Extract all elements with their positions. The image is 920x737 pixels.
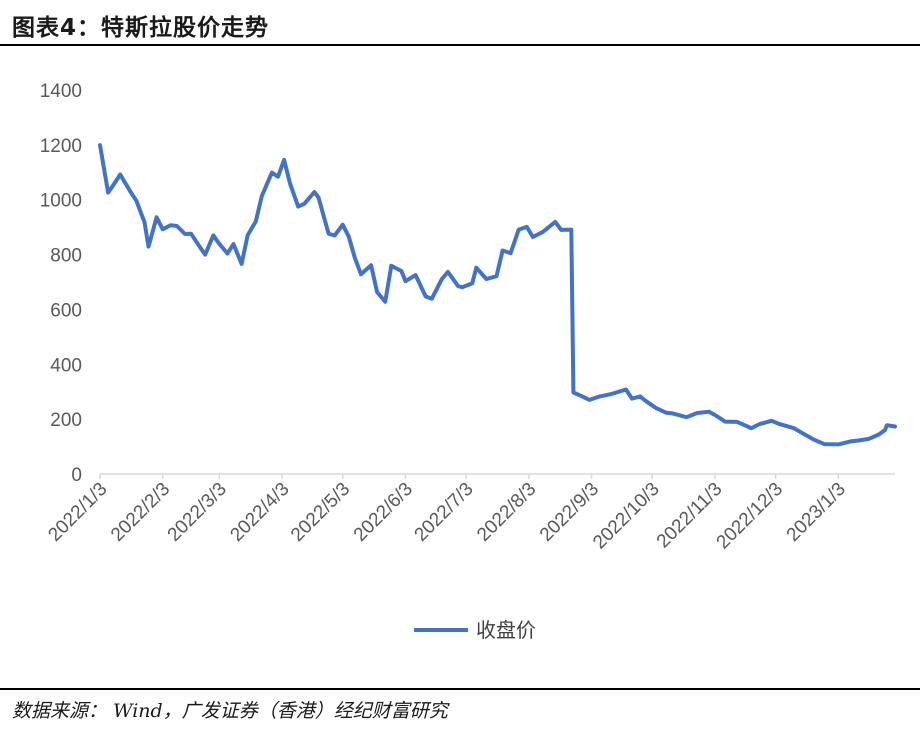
y-tick-label: 1000 bbox=[40, 191, 82, 212]
x-tick-label: 2022/1/3 bbox=[44, 479, 111, 546]
x-tick-label: 2022/4/3 bbox=[226, 479, 293, 546]
x-axis-ticks: 2022/1/32022/2/32022/3/32022/4/32022/5/3… bbox=[44, 474, 850, 553]
y-tick-label: 600 bbox=[50, 300, 82, 321]
source-note: 数据来源： Wind，广发证券（香港）经纪财富研究 bbox=[12, 700, 448, 722]
x-tick-label: 2022/10/3 bbox=[589, 479, 664, 554]
y-tick-label: 1400 bbox=[40, 81, 82, 102]
x-tick-label: 2022/5/3 bbox=[287, 479, 354, 546]
y-tick-label: 200 bbox=[50, 410, 82, 431]
page-title: 图表4：特斯拉股价走势 bbox=[12, 15, 270, 41]
x-tick-label: 2022/7/3 bbox=[411, 479, 478, 546]
price-line bbox=[98, 143, 897, 447]
footer-rule bbox=[0, 688, 920, 690]
line-chart: 0 200 400 600 800 1000 1200 1400 2022/1/32022/2… bbox=[40, 81, 897, 642]
y-tick-label: 800 bbox=[50, 246, 82, 267]
y-axis-ticks: 0 200 400 600 800 1000 1200 1400 bbox=[40, 81, 82, 486]
x-tick-label: 2022/12/3 bbox=[713, 479, 788, 554]
title-bar: 图表4：特斯拉股价走势 bbox=[0, 0, 920, 46]
x-tick-label: 2022/3/3 bbox=[164, 479, 231, 546]
x-tick-label: 2022/8/3 bbox=[473, 479, 540, 546]
x-tick-label: 2022/6/3 bbox=[350, 479, 417, 546]
legend: 收盘价 bbox=[414, 618, 536, 642]
x-tick-label: 2022/2/3 bbox=[107, 479, 174, 546]
x-tick-label: 2023/1/3 bbox=[783, 479, 850, 546]
y-tick-label: 1200 bbox=[40, 136, 82, 157]
legend-label: 收盘价 bbox=[476, 618, 536, 642]
y-tick-label: 0 bbox=[71, 465, 82, 486]
y-tick-label: 400 bbox=[50, 355, 82, 376]
